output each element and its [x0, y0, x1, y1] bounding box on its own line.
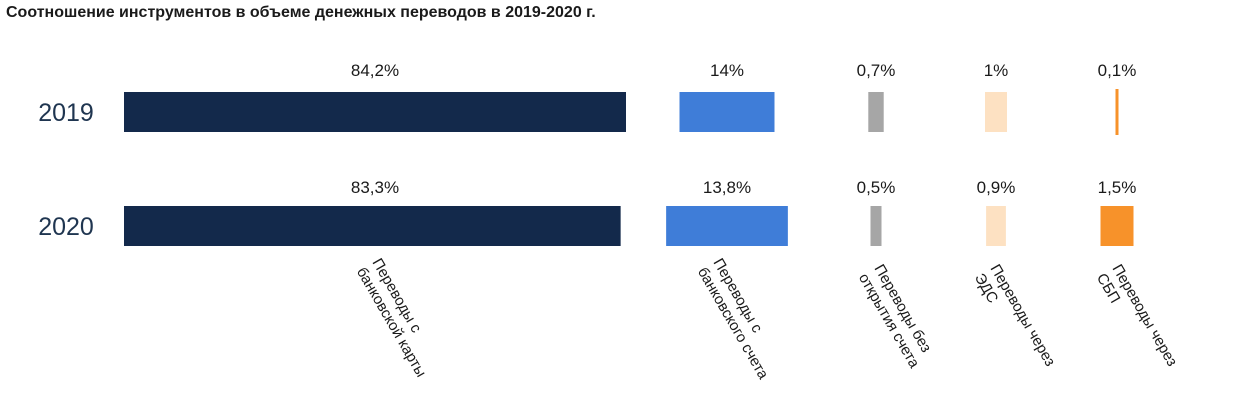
bar-2019-2 [868, 92, 884, 132]
data-label-2020-4: 1,5% [1098, 178, 1137, 197]
bar-2020-0 [124, 206, 621, 246]
category-label-2: Переводы безоткрытия счета [855, 262, 939, 372]
data-label-2019-2: 0,7% [857, 61, 896, 80]
category-label-line: Переводы через [987, 262, 1059, 370]
data-label-2019-4: 0,1% [1098, 61, 1137, 80]
bar-2020-1 [666, 206, 788, 246]
data-label-2020-0: 83,3% [351, 178, 399, 197]
bar-2019-0 [124, 92, 626, 132]
category-label-line: Переводы через [1109, 262, 1181, 370]
bar-2020-2 [870, 206, 882, 246]
chart-title: Соотношение инструментов в объеме денежн… [6, 4, 596, 21]
bar-2019-1 [679, 92, 775, 132]
series-label-2020: 2020 [38, 213, 94, 241]
data-label-2020-3: 0,9% [977, 178, 1016, 197]
series-label-2019: 2019 [38, 99, 94, 127]
data-label-2019-1: 14% [710, 61, 744, 80]
category-label-1: Переводы сбанковского счета [694, 256, 788, 383]
data-label-2019-0: 84,2% [351, 61, 399, 80]
bar-2020-3 [986, 206, 1006, 246]
data-label-2019-3: 1% [984, 61, 1009, 80]
category-label-3: Переводы черезЭДС [971, 262, 1059, 379]
category-label-4: Переводы черезСБП [1093, 262, 1181, 379]
category-label-0: Переводы сбанковской карты [353, 256, 445, 381]
bar-2019-3 [985, 92, 1007, 132]
bar-2019-4 [1115, 89, 1119, 135]
data-label-2020-2: 0,5% [857, 178, 896, 197]
bar-2020-4 [1100, 206, 1134, 246]
data-label-2020-1: 13,8% [703, 178, 751, 197]
